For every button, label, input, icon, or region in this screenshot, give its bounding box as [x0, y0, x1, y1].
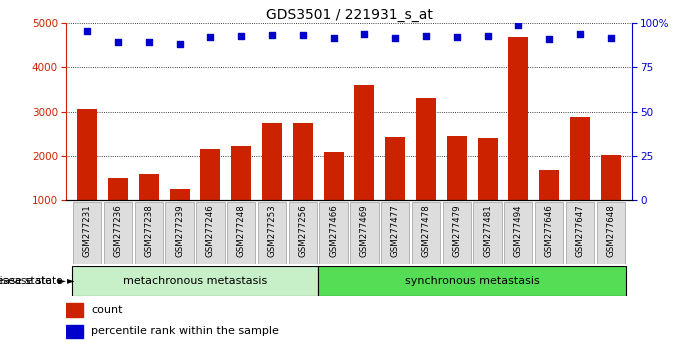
Bar	[258, 202, 286, 264]
Text: GSM277238: GSM277238	[144, 204, 153, 257]
Point	[267, 32, 278, 38]
Point	[390, 35, 401, 40]
Bar	[446, 136, 466, 244]
Point	[297, 32, 308, 38]
Text: GSM277469: GSM277469	[360, 204, 369, 257]
Bar	[442, 202, 471, 264]
Bar	[596, 202, 625, 264]
Bar	[535, 202, 563, 264]
Bar	[600, 155, 621, 244]
Bar	[381, 202, 409, 264]
Text: GSM277256: GSM277256	[299, 204, 307, 257]
Text: GSM277466: GSM277466	[329, 204, 338, 257]
Bar	[196, 202, 225, 264]
Bar	[416, 98, 436, 244]
Text: count: count	[91, 305, 122, 315]
Bar	[473, 202, 502, 264]
Bar	[72, 266, 318, 296]
Bar	[139, 175, 159, 244]
Point	[574, 31, 585, 37]
Text: ►: ►	[67, 275, 75, 286]
Bar	[350, 202, 379, 264]
Bar	[73, 202, 102, 264]
Bar	[169, 189, 189, 244]
Bar	[231, 146, 252, 244]
Text: synchronous metastasis: synchronous metastasis	[405, 275, 540, 286]
Bar	[354, 85, 375, 244]
Point	[113, 39, 124, 45]
Point	[236, 33, 247, 39]
Point	[328, 36, 339, 41]
Point	[174, 41, 185, 47]
Bar	[477, 138, 498, 244]
Bar	[566, 202, 594, 264]
Text: GSM277648: GSM277648	[606, 204, 615, 257]
Bar	[412, 202, 440, 264]
Text: disease state  ►: disease state ►	[0, 275, 66, 286]
Text: metachronous metastasis: metachronous metastasis	[123, 275, 267, 286]
Text: GSM277479: GSM277479	[452, 204, 461, 257]
Text: GSM277239: GSM277239	[175, 204, 184, 257]
Bar	[509, 37, 529, 244]
Point	[143, 39, 154, 45]
Text: GSM277248: GSM277248	[237, 204, 246, 257]
Point	[420, 33, 431, 39]
Text: GSM277253: GSM277253	[267, 204, 276, 257]
Text: GSM277481: GSM277481	[483, 204, 492, 257]
Bar	[323, 152, 343, 244]
Point	[359, 31, 370, 37]
Point	[451, 34, 462, 40]
Point	[482, 33, 493, 39]
Bar	[293, 122, 313, 244]
Bar	[319, 202, 348, 264]
Text: GSM277246: GSM277246	[206, 204, 215, 257]
Text: percentile rank within the sample: percentile rank within the sample	[91, 326, 279, 336]
Text: GSM277236: GSM277236	[113, 204, 122, 257]
Text: GSM277231: GSM277231	[83, 204, 92, 257]
Point	[544, 36, 555, 42]
Bar	[385, 137, 405, 244]
Text: GSM277477: GSM277477	[390, 204, 399, 257]
Bar	[104, 202, 132, 264]
Title: GDS3501 / 221931_s_at: GDS3501 / 221931_s_at	[265, 8, 433, 22]
Point	[205, 34, 216, 40]
Point	[513, 22, 524, 28]
Bar	[539, 170, 559, 244]
Bar	[66, 325, 83, 338]
Bar	[66, 303, 83, 317]
Point	[82, 28, 93, 34]
Bar	[570, 117, 590, 244]
Text: GSM277478: GSM277478	[422, 204, 430, 257]
Text: GSM277494: GSM277494	[514, 204, 523, 257]
Text: disease state: disease state	[0, 275, 62, 286]
Bar	[318, 266, 626, 296]
Bar	[289, 202, 317, 264]
Bar	[262, 124, 282, 244]
Text: GSM277647: GSM277647	[576, 204, 585, 257]
Bar	[504, 202, 533, 264]
Bar	[165, 202, 193, 264]
Bar	[200, 149, 220, 244]
Bar	[77, 109, 97, 244]
Bar	[227, 202, 256, 264]
Text: GSM277646: GSM277646	[545, 204, 553, 257]
Point	[605, 36, 616, 41]
Bar	[108, 178, 128, 244]
Bar	[135, 202, 163, 264]
